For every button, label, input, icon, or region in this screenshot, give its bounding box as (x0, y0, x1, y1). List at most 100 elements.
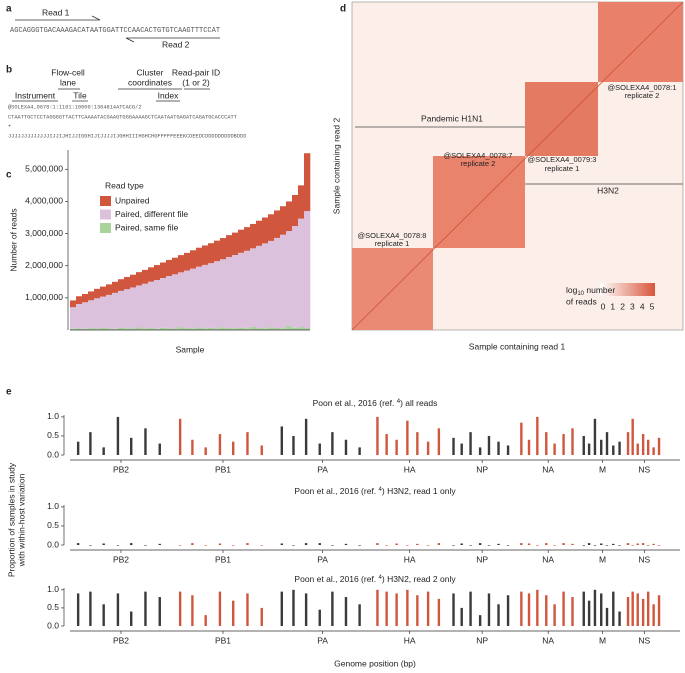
x-tick-label: PA (317, 554, 328, 564)
colorbar-tick-label: 2 (620, 301, 625, 311)
bar-segment (142, 283, 149, 329)
bar-segment (232, 328, 239, 330)
read-arrow (125, 37, 220, 43)
bar (76, 441, 80, 455)
bar-segment (268, 327, 275, 330)
bar (636, 443, 639, 455)
legend-swatch (100, 209, 111, 220)
bar-segment (136, 327, 143, 330)
bar-segment (100, 296, 107, 328)
heatmap-block (525, 82, 598, 156)
bar-segment (256, 245, 263, 329)
bar (497, 604, 500, 626)
group-label: H3N2 (597, 185, 619, 195)
bar (452, 545, 455, 546)
bar-segment (82, 302, 89, 329)
bar (102, 604, 105, 626)
bar (130, 611, 133, 626)
bar (437, 428, 441, 455)
bar-segment (292, 327, 299, 330)
bar-segment (154, 280, 161, 329)
bar (506, 595, 510, 626)
y-tick-label: 1.0 (47, 501, 59, 511)
bar (376, 416, 379, 455)
y-tick-label: 3,000,000 (25, 228, 63, 238)
bar (158, 443, 161, 455)
bar-segment (280, 328, 287, 330)
bar (652, 604, 655, 626)
colorbar-title: of reads (566, 296, 597, 306)
bar (587, 543, 591, 545)
chart-title-part: ) all reads (400, 398, 437, 408)
bar-segment (142, 269, 149, 284)
bar (358, 604, 361, 626)
bar (158, 543, 161, 545)
bar (452, 437, 455, 455)
bar (437, 598, 441, 626)
bar-segment (268, 240, 275, 328)
bar (331, 432, 334, 455)
bar (562, 591, 565, 626)
bar (76, 593, 80, 626)
bar-segment (256, 220, 263, 246)
x-tick-label: M (599, 635, 606, 645)
bar (395, 439, 398, 455)
bar-segment (304, 211, 311, 329)
bar-segment (88, 291, 95, 301)
bar (395, 593, 398, 626)
bar (385, 545, 388, 546)
fastq-sequence: CTAATTGCTCCTAGGGGTTACTTCAAAATACGAAGTGGGA… (8, 114, 237, 120)
bar (89, 545, 92, 546)
colorbar-tick-label: 3 (630, 301, 635, 311)
bar (144, 428, 147, 455)
bar-segment (166, 328, 173, 330)
bar-segment (88, 328, 95, 330)
bar (527, 543, 531, 545)
x-tick-label: PB2 (113, 464, 129, 474)
bar-segment (238, 252, 245, 328)
y-tick-label: 0.0 (47, 539, 59, 549)
bar (304, 543, 308, 545)
bar-segment (124, 328, 131, 330)
bar-segment (178, 272, 185, 328)
bar (232, 600, 235, 626)
y-axis-label: with within-host variation (16, 473, 26, 567)
bar (460, 607, 463, 626)
x-tick-label: HA (404, 554, 416, 564)
bar-segment (130, 328, 137, 330)
block-label: replicate 1 (545, 164, 580, 173)
bar (612, 591, 615, 626)
bar (385, 591, 388, 626)
bar (631, 545, 634, 546)
bar (582, 545, 585, 546)
x-axis-label: Genome position (bp) (334, 658, 416, 668)
x-tick-label: HA (404, 464, 416, 474)
bar (395, 543, 398, 545)
bar (376, 543, 379, 545)
chart-title: Poon et al., 2016 (ref. 4) H3N2, read 2 … (294, 574, 456, 584)
bar (497, 441, 500, 455)
bar (478, 615, 482, 626)
x-tick-label: NA (542, 464, 554, 474)
bar-segment (292, 195, 299, 227)
bar (571, 597, 574, 626)
bar (116, 593, 120, 626)
bar (344, 597, 348, 626)
bar (478, 543, 482, 545)
bar-segment (274, 237, 281, 328)
bar (130, 543, 133, 545)
bar-segment (184, 270, 191, 329)
panel-label: a (6, 4, 12, 15)
bar (571, 543, 574, 545)
colorbar (600, 283, 655, 296)
bar (612, 445, 615, 455)
bar-segment (106, 294, 113, 329)
bar (144, 545, 147, 546)
colorbar-tick-label: 4 (640, 301, 645, 311)
bar-segment (190, 250, 197, 269)
x-tick-label: NS (638, 464, 650, 474)
field-label: Cluster (137, 67, 164, 77)
bar-segment (298, 218, 305, 328)
bar-segment (232, 232, 239, 256)
bar (536, 545, 539, 546)
